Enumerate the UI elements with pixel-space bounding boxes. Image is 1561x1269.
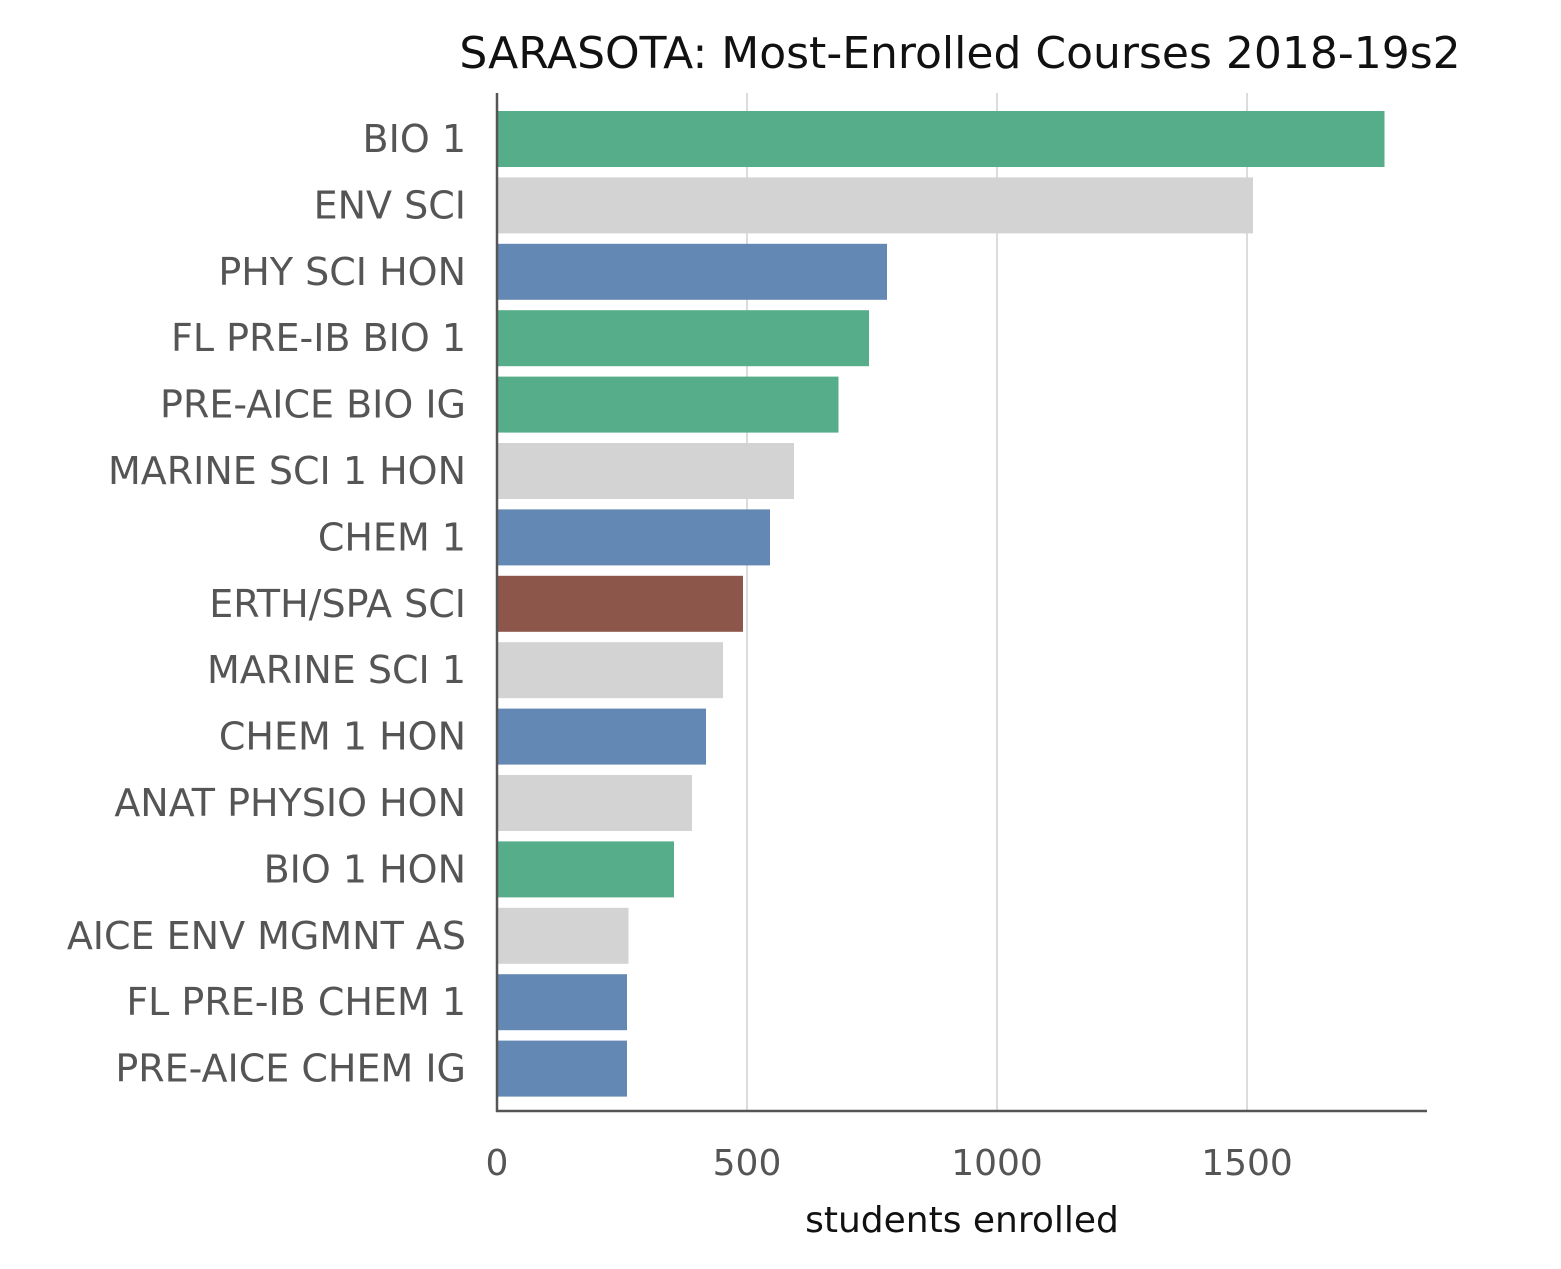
x-tick-labels: 0 500 1000 1500 bbox=[486, 1143, 1293, 1184]
category-label: FL PRE-IB BIO 1 bbox=[171, 316, 466, 360]
category-label: ENV SCI bbox=[314, 183, 466, 227]
category-label: ERTH/SPA SCI bbox=[209, 582, 466, 626]
bar-anat-physio-hon bbox=[497, 775, 692, 831]
bar-fl-pre-ib-chem-1 bbox=[497, 974, 627, 1031]
x-tick-label: 500 bbox=[713, 1143, 782, 1184]
bar-bio-1-hon bbox=[497, 841, 674, 898]
category-label: FL PRE-IB CHEM 1 bbox=[126, 980, 466, 1024]
category-label: BIO 1 bbox=[363, 117, 466, 161]
category-label: CHEM 1 bbox=[318, 515, 466, 559]
category-label: MARINE SCI 1 HON bbox=[108, 449, 466, 493]
bar-chem-1 bbox=[497, 509, 770, 566]
category-label: MARINE SCI 1 bbox=[207, 648, 466, 692]
bar-aice-env-mgmnt-as bbox=[497, 907, 629, 964]
category-label: PHY SCI HON bbox=[218, 250, 466, 294]
bar-marine-sci-1-hon bbox=[497, 443, 794, 499]
bar-env-sci bbox=[497, 177, 1253, 234]
bar-fl-pre-ib-bio-1 bbox=[497, 310, 869, 367]
bar-pre-aice-bio-ig bbox=[497, 376, 839, 433]
bar-erth-spa-sci bbox=[497, 575, 743, 632]
x-axis-title: students enrolled bbox=[805, 1200, 1119, 1241]
x-tick-label: 0 bbox=[486, 1143, 509, 1184]
category-label: ANAT PHYSIO HON bbox=[114, 781, 466, 825]
category-label: BIO 1 HON bbox=[264, 847, 466, 891]
x-tick-label: 1000 bbox=[951, 1143, 1043, 1184]
category-label: PRE-AICE BIO IG bbox=[160, 383, 466, 427]
category-label: CHEM 1 HON bbox=[219, 715, 466, 759]
bar-phy-sci-hon bbox=[497, 243, 887, 300]
bar-chem-1-hon bbox=[497, 708, 706, 765]
x-tick-label: 1500 bbox=[1201, 1143, 1293, 1184]
bar-pre-aice-chem-ig bbox=[497, 1040, 627, 1097]
category-labels: BIO 1 ENV SCI PHY SCI HON FL PRE-IB BIO 1 PR… bbox=[67, 117, 466, 1091]
bar-marine-sci-1 bbox=[497, 642, 723, 699]
chart-title: SARASOTA: Most-Enrolled Courses 2018-19s… bbox=[459, 28, 1460, 79]
bar-bio-1 bbox=[497, 111, 1385, 167]
bars bbox=[497, 111, 1385, 1097]
category-label: PRE-AICE CHEM IG bbox=[115, 1047, 466, 1091]
category-label: AICE ENV MGMNT AS bbox=[67, 914, 466, 958]
